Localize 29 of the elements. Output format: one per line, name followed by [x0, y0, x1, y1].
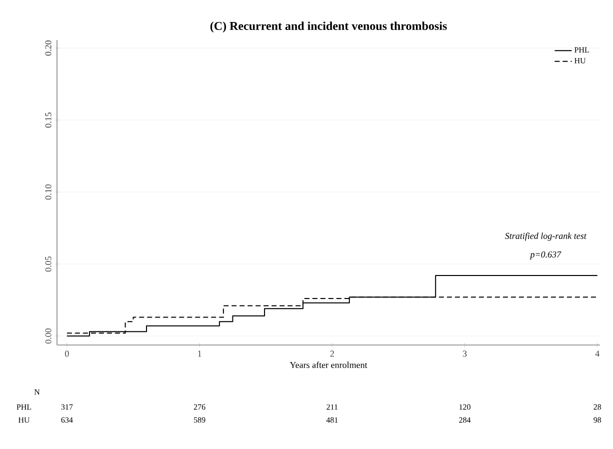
- x-tick-label: 2: [330, 350, 334, 357]
- x-axis-title: Years after enrolment: [290, 362, 368, 368]
- text: 317: [61, 404, 73, 410]
- legend-label: HU: [574, 58, 586, 64]
- y-tick-label: 0.10: [45, 184, 52, 200]
- annotation: Stratified log-rank test: [504, 232, 587, 241]
- text: 120: [459, 404, 470, 410]
- text: HU: [18, 417, 30, 423]
- text: 634: [61, 417, 73, 423]
- x-tick-label: 1: [198, 350, 202, 357]
- x-tick-label: 4: [595, 350, 600, 357]
- x-tick-label: 3: [462, 350, 467, 357]
- y-tick-label: 0.05: [45, 256, 52, 272]
- text: 276: [194, 404, 206, 410]
- annotation: p=0.637: [530, 251, 562, 260]
- text: PHL: [16, 404, 32, 410]
- chart-title: (C) Recurrent and incident venous thrombosis: [210, 22, 447, 32]
- y-tick-label: 0.15: [45, 112, 52, 128]
- text: 284: [459, 417, 471, 423]
- legend-label: PHL: [574, 47, 589, 52]
- x-tick-label: 0: [65, 350, 69, 357]
- y-tick-label: 0.20: [45, 40, 52, 56]
- text: 589: [194, 417, 206, 423]
- text: 481: [326, 417, 338, 423]
- text: 211: [326, 404, 338, 410]
- y-tick-label: 0.00: [45, 328, 52, 344]
- text: N: [34, 389, 40, 395]
- text: 28: [594, 404, 602, 410]
- text: 98: [594, 417, 602, 423]
